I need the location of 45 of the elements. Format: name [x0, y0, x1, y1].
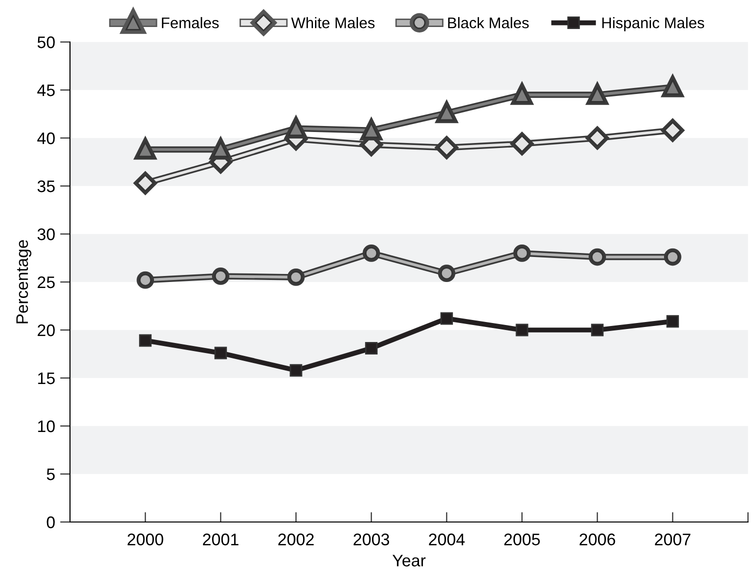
legend-label: Hispanic Males [602, 17, 704, 32]
x-axis-title: Year [392, 554, 426, 566]
point [588, 248, 606, 266]
point [516, 324, 528, 336]
point [666, 315, 679, 328]
point [440, 312, 453, 325]
x-tick-label: 2004 [428, 534, 465, 546]
point [290, 364, 302, 377]
y-tick-label: 50 [38, 36, 55, 48]
y-tick-label: 0 [46, 516, 55, 528]
y-tick-label: 35 [38, 180, 55, 192]
point [136, 271, 154, 289]
point [362, 244, 380, 262]
point [664, 248, 682, 266]
y-tick-label: 30 [38, 228, 55, 240]
y-tick-label: 15 [38, 372, 55, 384]
y-tick-label: 5 [46, 468, 55, 480]
y-tick-label: 25 [38, 276, 55, 288]
point [212, 268, 230, 285]
point [513, 244, 531, 262]
point [438, 264, 456, 282]
point [586, 127, 608, 149]
x-tick-label: 2002 [278, 534, 314, 546]
point [134, 172, 156, 194]
x-tick-label: 2001 [202, 534, 238, 546]
x-tick-label: 2007 [654, 534, 690, 546]
x-tick-label: 2006 [580, 534, 616, 546]
point [139, 334, 152, 347]
y-tick-label: 20 [38, 324, 55, 336]
point [365, 342, 378, 354]
y-tick-label: 10 [38, 420, 55, 432]
legend-label: Females [162, 17, 219, 28]
y-axis-title: Percentage [16, 240, 32, 324]
point [436, 136, 458, 159]
x-tick-label: 2000 [128, 534, 164, 546]
point [662, 119, 684, 142]
legend-label: White Males [291, 17, 375, 28]
point [214, 346, 227, 360]
point [591, 324, 604, 336]
y-tick-label: 45 [37, 84, 55, 96]
point [287, 268, 305, 286]
x-tick-label: 2005 [504, 534, 540, 546]
x-tick-label: 2003 [354, 534, 390, 546]
y-tick-label: 40 [37, 132, 55, 144]
legend-label: Black Males [448, 17, 529, 28]
